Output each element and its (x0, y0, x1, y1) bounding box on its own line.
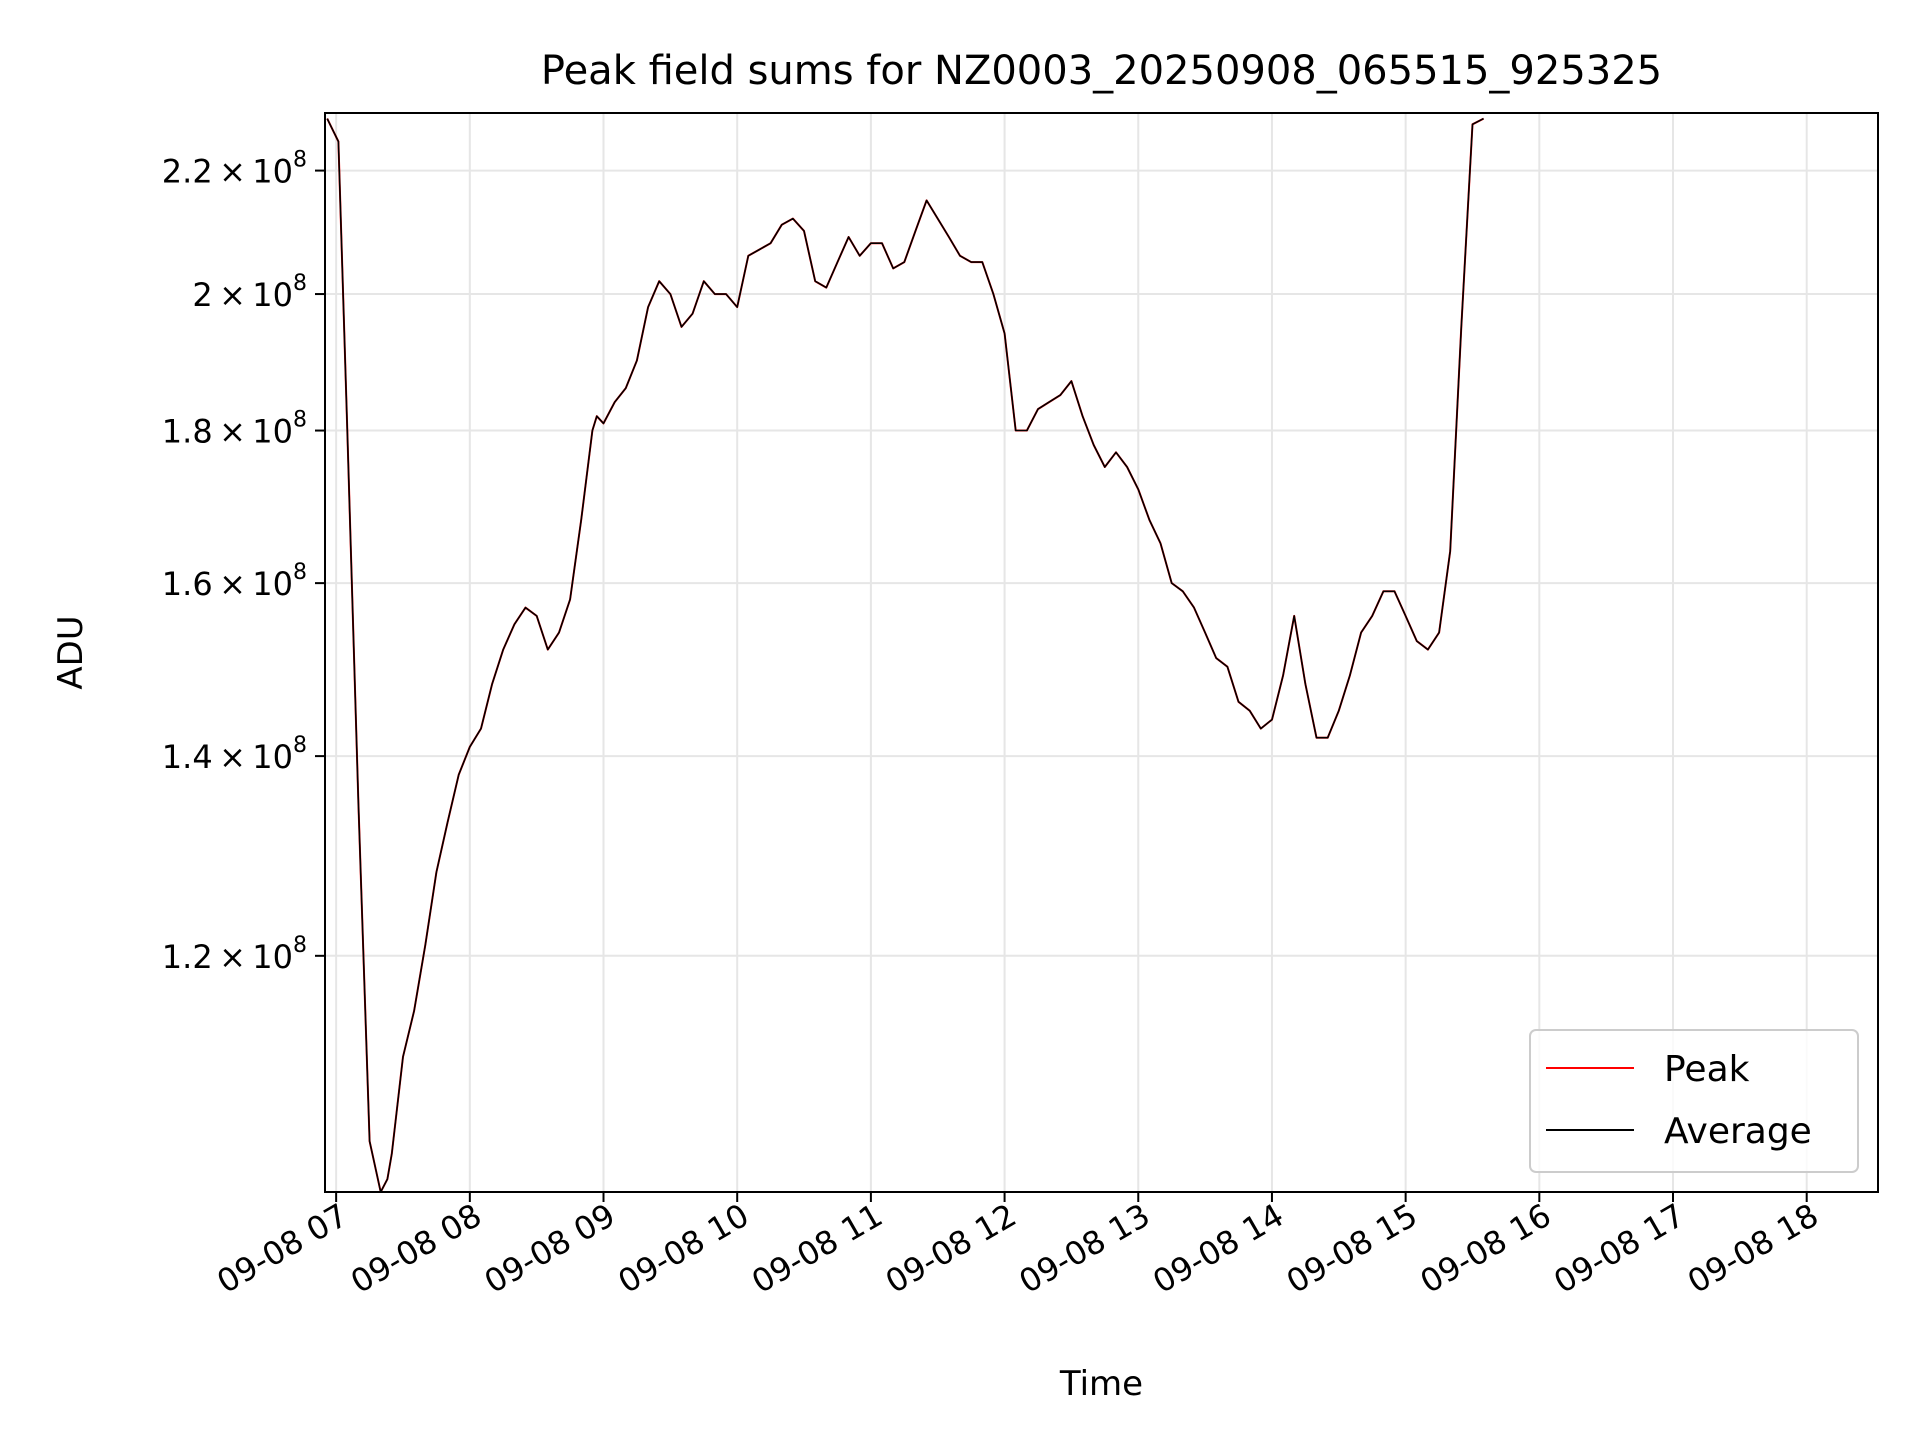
series-layer (326, 117, 1485, 1192)
legend-label-average: Average (1664, 1111, 1812, 1152)
plot-frame (324, 112, 1879, 1193)
legend-box (1529, 1029, 1859, 1173)
y-axis-label: ADU (51, 615, 91, 689)
y-tick-label: 1.2 × 108 (162, 933, 307, 976)
legend: Peak Average (1529, 1029, 1859, 1173)
y-tick-label: 1.8 × 108 (162, 408, 307, 451)
legend-label-peak: Peak (1664, 1049, 1750, 1090)
grid (325, 113, 1878, 1192)
y-tick-label: 1.4 × 108 (162, 733, 307, 776)
y-tick-label: 1.6 × 108 (162, 560, 307, 603)
series-line-average (326, 117, 1484, 1192)
y-tick-label: 2.2 × 108 (162, 148, 307, 191)
x-axis-label: Time (1059, 1364, 1143, 1404)
y-axis-ticks: 1.2 × 108 1.4 × 108 1.6 × 108 1.8 × 108 2 × … (162, 148, 325, 976)
chart-title: Peak field sums for NZ0003_20250908_0655… (541, 48, 1662, 94)
y-tick-label: 2 × 108 (192, 271, 307, 314)
